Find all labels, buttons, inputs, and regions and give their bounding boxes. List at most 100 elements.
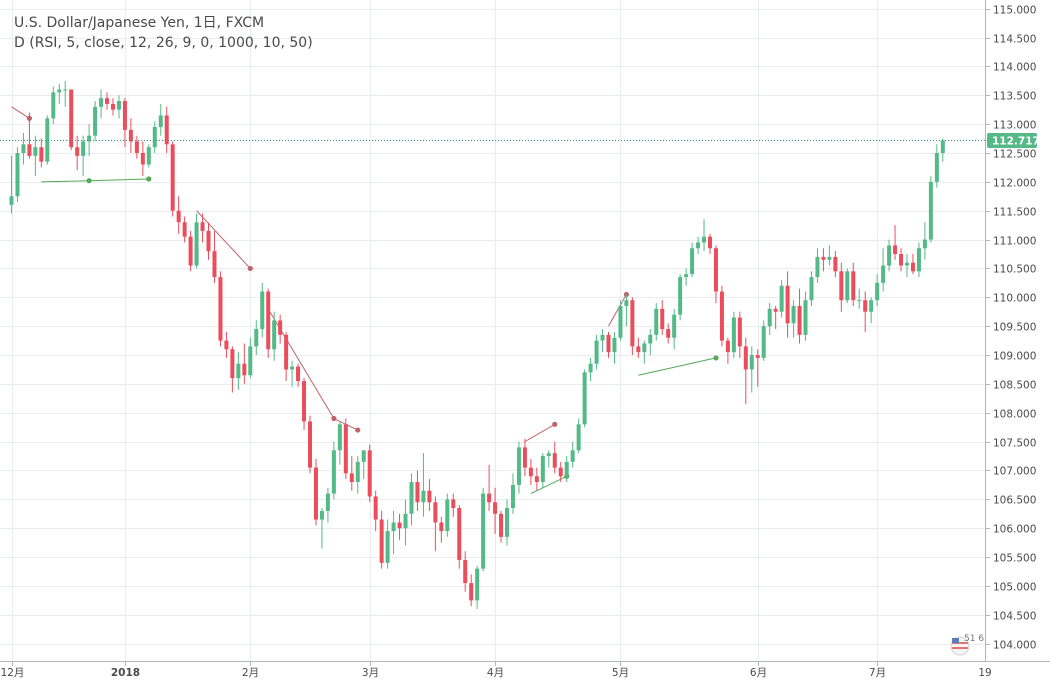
candle-down: [134, 141, 139, 153]
candle-down: [725, 340, 730, 353]
indicator-legend: D (RSI, 5, close, 12, 26, 9, 0, 1000, 10…: [14, 35, 313, 51]
candle-up: [845, 271, 850, 301]
price-tick-label: 107.500: [993, 438, 1036, 450]
candle-up: [582, 372, 587, 425]
candle-down: [552, 453, 557, 468]
candle-down: [457, 508, 462, 560]
candle-down: [558, 467, 563, 477]
candle-down: [415, 482, 420, 503]
candle-down: [302, 381, 307, 422]
candle-down: [893, 245, 898, 255]
price-tick-label: 110.500: [993, 264, 1036, 276]
candle-up: [928, 181, 933, 240]
candle-down: [182, 222, 187, 237]
candle-up: [922, 239, 927, 249]
candle-up: [33, 147, 38, 156]
candle-up: [767, 308, 772, 327]
candle-down: [296, 366, 301, 382]
candle-up: [421, 490, 426, 503]
candle-up: [194, 222, 199, 266]
candle-down: [839, 271, 844, 301]
candle-down: [606, 334, 611, 353]
candle-down: [636, 346, 641, 353]
candle-up: [15, 152, 20, 197]
candle-up: [887, 245, 892, 266]
candle-up: [403, 513, 408, 529]
candle-up: [642, 343, 647, 353]
candle-up: [337, 424, 342, 451]
candle-down: [140, 152, 145, 165]
bearish-divergence-line: [524, 423, 556, 443]
candle-up: [648, 334, 653, 344]
price-tick-label: 108.500: [993, 380, 1036, 392]
candle-down: [821, 256, 826, 260]
time-tick-label: 3月: [362, 667, 379, 679]
time-tick-label: 4月: [487, 667, 504, 679]
candle-up: [857, 300, 862, 302]
candle-up: [588, 363, 593, 373]
candle-up: [791, 305, 796, 324]
time-tick-label: 5月: [612, 667, 629, 679]
candle-up: [319, 510, 324, 520]
candle-down: [212, 251, 217, 278]
candle-up: [570, 450, 575, 462]
candle-up: [9, 196, 14, 205]
candle-up: [516, 447, 521, 485]
candle-up: [45, 118, 50, 162]
bearish-divergence-dot: [247, 265, 253, 272]
candle-down: [863, 300, 868, 312]
candle-up: [540, 456, 545, 483]
candle-down: [797, 305, 802, 335]
candle-up: [331, 450, 336, 494]
candle-down: [463, 559, 468, 584]
candle-down: [278, 320, 283, 335]
price-tick-label: 107.000: [993, 466, 1036, 478]
candle-up: [624, 300, 629, 306]
time-tick-label: 2月: [242, 667, 259, 679]
candle-down: [851, 271, 856, 301]
candles: [9, 80, 945, 610]
candle-up: [779, 285, 784, 312]
candle-down: [522, 447, 527, 468]
candle-down: [75, 147, 80, 156]
candle-up: [236, 363, 241, 379]
price-tick-label: 110.000: [993, 293, 1036, 305]
candle-up: [445, 499, 450, 532]
time-tick-label: 6月: [750, 667, 767, 679]
candle-down: [743, 346, 748, 370]
candle-up: [87, 135, 92, 142]
flag-stripe-icon: [952, 642, 968, 644]
candle-down: [487, 493, 492, 503]
candle-up: [260, 291, 265, 330]
candle-down: [755, 355, 760, 358]
candle-down: [128, 129, 133, 142]
candle-up: [510, 484, 515, 509]
candle-up: [355, 461, 360, 483]
candle-up: [546, 453, 551, 457]
bearish-divergence-line: [196, 210, 251, 269]
candle-down: [367, 450, 372, 497]
candle-up: [905, 262, 909, 266]
candle-up: [761, 326, 766, 358]
current-price-box: [987, 133, 1037, 148]
candle-up: [63, 89, 68, 91]
candle-down: [785, 285, 790, 324]
candle-up: [81, 141, 86, 156]
tradingview-logo[interactable]: 51 6: [950, 634, 984, 656]
candle-up: [875, 282, 880, 301]
candle-down: [39, 147, 44, 162]
candle-down: [200, 222, 205, 231]
candle-down: [719, 291, 724, 341]
candle-up: [116, 101, 121, 110]
candle-up: [749, 355, 754, 370]
candle-down: [343, 424, 348, 474]
candle-up: [702, 236, 707, 243]
price-tick-label: 111.500: [993, 207, 1036, 219]
candle-down: [439, 522, 444, 532]
price-tick-label: 115.000: [993, 5, 1036, 17]
bearish-divergence-dot: [355, 427, 361, 433]
candle-down: [224, 340, 229, 350]
